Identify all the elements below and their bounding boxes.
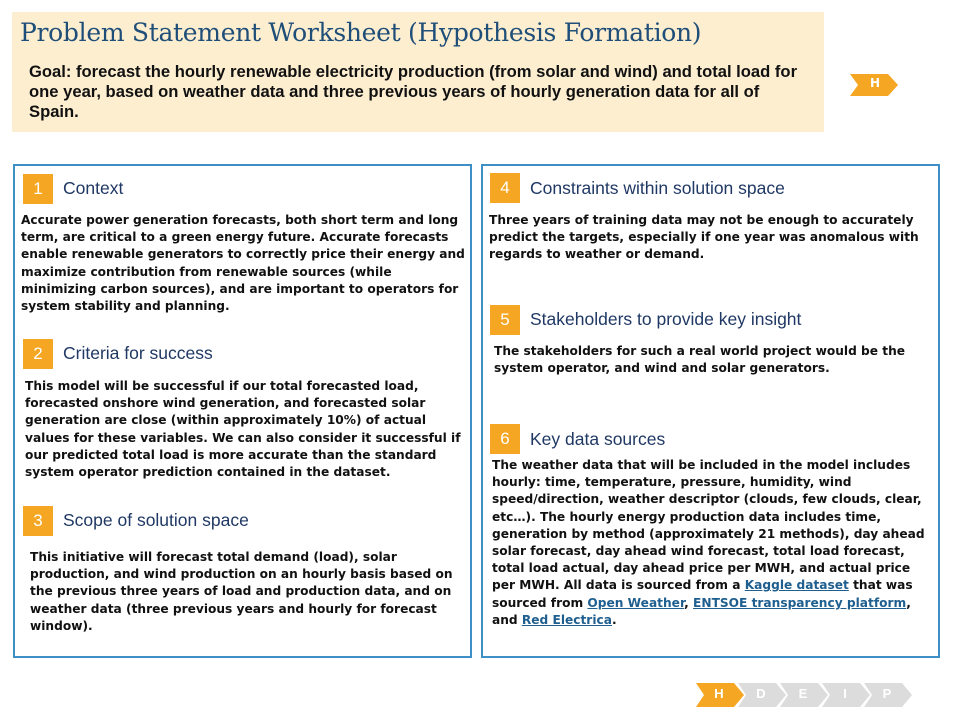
section-number-badge: 2 (23, 339, 53, 369)
data-sources-text: , (684, 595, 694, 610)
data-sources-text: . (611, 612, 617, 627)
section-body-context: Accurate power generation forecasts, bot… (21, 213, 465, 314)
page-title: Problem Statement Worksheet (Hypothesis … (20, 18, 702, 47)
kaggle-dataset-link[interactable]: Kaggle dataset (744, 578, 849, 593)
goal-statement: Goal: forecast the hourly renewable elec… (29, 62, 798, 121)
process-stepper: H D E I P (696, 683, 916, 709)
chevron-shape-icon (850, 74, 898, 96)
section-number-badge: 6 (490, 424, 520, 454)
section-title-scope: Scope of solution space (63, 510, 249, 530)
stage-tag-h: H (850, 74, 898, 96)
red-electrica-link[interactable]: Red Electrica (521, 612, 612, 627)
left-panel: 1 Context Accurate power generation fore… (13, 164, 472, 658)
right-panel: 4 Constraints within solution space Thre… (481, 164, 940, 658)
data-sources-text: The weather data that will be included i… (492, 458, 925, 593)
stage-tag-label: H (869, 76, 881, 90)
section-title-constraints: Constraints within solution space (530, 178, 785, 198)
section-number-badge: 4 (490, 173, 520, 203)
chevron-shape-icon (822, 683, 870, 707)
section-body-criteria: This model will be successful if our tot… (25, 379, 461, 480)
chevron-shape-icon (780, 683, 828, 707)
section-body-constraints: Three years of training data may not be … (489, 213, 919, 262)
data-sources-text: , and (492, 595, 911, 627)
header-banner: Problem Statement Worksheet (Hypothesis … (12, 12, 824, 132)
data-sources-text: that was sourced from (492, 578, 913, 610)
section-number-badge: 5 (490, 305, 520, 335)
section-title-stakeholders: Stakeholders to provide key insight (530, 309, 802, 329)
section-number-badge: 1 (23, 174, 53, 204)
step-label: E (798, 686, 808, 701)
step-label: I (843, 686, 847, 701)
chevron-shape-icon (738, 683, 786, 707)
entsoe-platform-link[interactable]: ENTSOE transparency platform (693, 595, 907, 610)
section-body-scope: This initiative will forecast total dema… (30, 550, 453, 633)
step-label: D (756, 686, 766, 701)
open-weather-link[interactable]: Open Weather (587, 595, 685, 610)
step-label: H (714, 686, 724, 701)
section-number-badge: 3 (23, 506, 53, 536)
section-title-data-sources: Key data sources (530, 429, 666, 449)
section-body-stakeholders: The stakeholders for such a real world p… (494, 344, 906, 376)
section-title-context: Context (63, 178, 124, 198)
section-body-data-sources: The weather data that will be included i… (492, 457, 934, 629)
step-label: P (882, 686, 892, 701)
chevron-shape-icon (864, 683, 912, 707)
section-title-criteria: Criteria for success (63, 343, 213, 363)
chevron-shape-icon (696, 683, 744, 707)
